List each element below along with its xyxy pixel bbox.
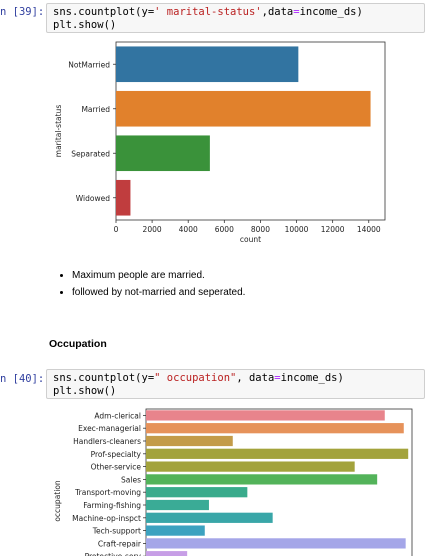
code-line: sns.countplot(y=' marital-status',data=i… <box>53 6 418 19</box>
code-token: ' marital-status' <box>154 6 262 18</box>
x-tick-label: 10000 <box>285 225 309 234</box>
bar-machine-op-inspct <box>146 512 273 523</box>
bar-married <box>116 90 371 127</box>
y-tick-label: Married <box>81 105 110 114</box>
bar-handlers-cleaners <box>146 435 233 447</box>
y-tick-label: Handlers-cleaners <box>73 437 141 446</box>
code-token: income_ds) <box>299 6 363 18</box>
bar-adm-clerical <box>146 410 385 421</box>
code-token: plt.show() <box>53 19 117 31</box>
code-token: income_ds) <box>280 372 344 384</box>
y-tick-label: Transport-moving <box>74 488 141 497</box>
y-tick-label: Adm-clerical <box>94 411 141 420</box>
code-token: sns.countplot(y= <box>53 6 155 18</box>
marital-status-chart: NotMarried Married Separated Widowed 0 2000 40… <box>54 41 386 244</box>
x-tick-label: 0 <box>114 225 119 234</box>
bar-prof-specialty <box>146 448 409 459</box>
y-tick-label: Machine-op-inspct <box>72 514 141 523</box>
y-tick-label: Exec-managerial <box>78 424 141 433</box>
y-tick-label: Protective-serv <box>85 552 142 556</box>
x-tick-label: 14000 <box>357 225 381 234</box>
y-tick-label: Sales <box>121 475 141 484</box>
bar-tech-support <box>146 525 205 536</box>
y-tick-label: Widowed <box>76 194 110 203</box>
markdown-cell: Maximum people are married. followed by … <box>50 270 245 304</box>
x-tick-label: 4000 <box>179 225 198 234</box>
code-token: = <box>293 6 300 18</box>
code-token: = <box>274 372 281 384</box>
y-tick-label: Separated <box>71 149 110 158</box>
code-cell-40[interactable]: sns.countplot(y=" occupation", data=inco… <box>46 369 425 399</box>
bar-protective-serv <box>146 551 188 556</box>
y-tick-label: Prof-specialty <box>91 450 142 459</box>
code-token: , data <box>236 372 275 384</box>
bar-separated <box>116 135 210 172</box>
code-token: sns.countplot(y= <box>53 372 155 384</box>
x-tick-label: 12000 <box>321 225 345 234</box>
code-token: ,data <box>261 6 294 18</box>
bar-farming-fishing <box>146 499 209 511</box>
bullet-item: followed by not-married and seperated. <box>72 287 245 298</box>
bar-other-service <box>146 461 355 472</box>
cell-prompt-39: n [39]: <box>0 6 45 18</box>
section-heading: Occupation <box>49 338 107 350</box>
y-tick-label: Craft-repair <box>98 539 142 548</box>
bar-sales <box>146 474 378 485</box>
code-line: plt.show() <box>53 385 418 398</box>
code-cell-39[interactable]: sns.countplot(y=' marital-status',data=i… <box>46 3 425 33</box>
code-line: plt.show() <box>53 19 418 32</box>
code-token: " occupation" <box>154 372 237 384</box>
bar-transport-moving <box>146 487 248 498</box>
x-tick-label: 2000 <box>143 225 162 234</box>
x-tick-label: 6000 <box>215 225 234 234</box>
cell-prompt-40: n [40]: <box>0 373 45 385</box>
bar-craft-repair <box>146 538 406 549</box>
occupation-chart: Adm-clerical Exec-managerial Handlers-clea… <box>53 408 413 556</box>
bullet-item: Maximum people are married. <box>72 270 245 281</box>
y-axis-label: occupation <box>53 480 62 522</box>
code-line: sns.countplot(y=" occupation", data=inco… <box>53 372 418 385</box>
x-axis-label: count <box>240 235 261 244</box>
bar-notmarried <box>116 46 299 83</box>
bar-widowed <box>116 179 131 216</box>
y-tick-label: Farming-fishing <box>83 501 141 510</box>
code-token: plt.show() <box>53 385 117 397</box>
x-tick-label: 8000 <box>251 225 270 234</box>
y-tick-label: Other-service <box>91 463 142 472</box>
y-axis-label: marital-status <box>54 105 63 158</box>
y-tick-label: NotMarried <box>68 60 110 69</box>
bar-exec-managerial <box>146 423 404 434</box>
y-tick-label: Tech-support <box>92 527 141 536</box>
